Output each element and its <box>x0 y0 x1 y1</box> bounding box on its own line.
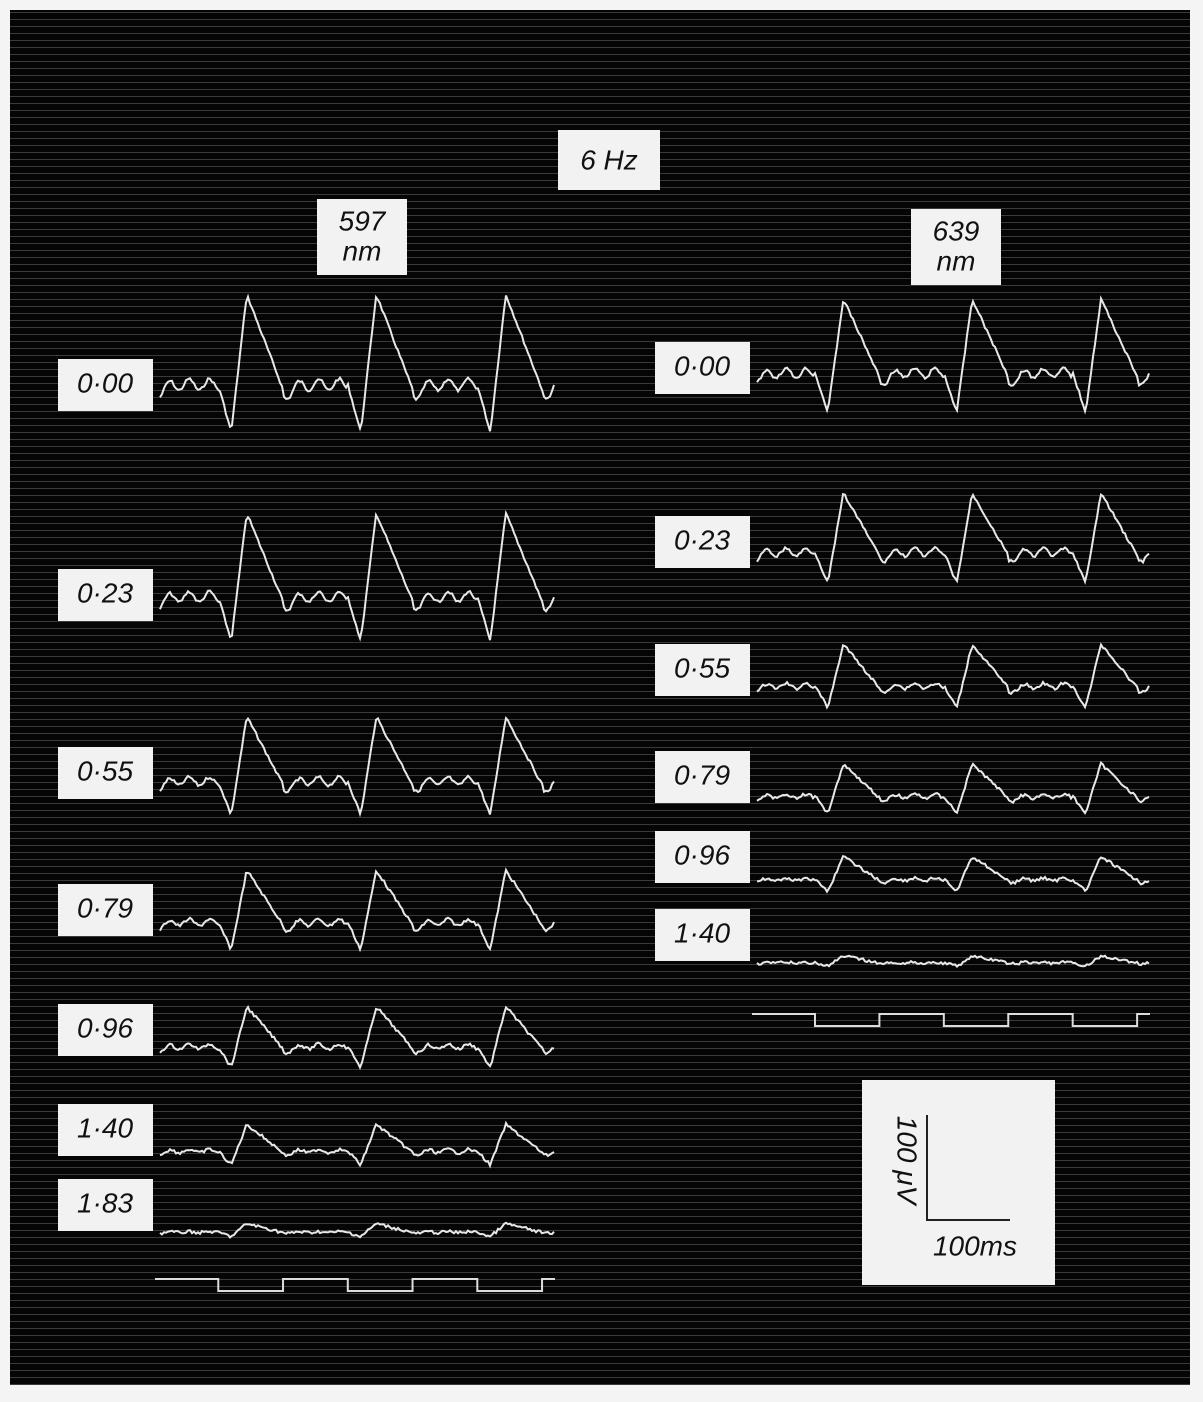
trace <box>756 760 1150 815</box>
trace <box>159 867 555 953</box>
row-label-box <box>58 1004 153 1056</box>
wavelength-box <box>317 199 407 275</box>
trace <box>756 492 1150 585</box>
trace <box>159 716 555 818</box>
trace <box>756 954 1150 969</box>
row-label: 1·40 <box>674 917 730 948</box>
stimulus-marker <box>752 1013 1150 1027</box>
row-label: 1·83 <box>77 1187 133 1218</box>
row-label-box <box>655 516 750 568</box>
trace <box>159 1120 555 1169</box>
scale-bar: 100 μV 100ms <box>862 1080 1055 1285</box>
wavelength-unit: nm <box>343 235 382 266</box>
row-label-box <box>58 1104 153 1156</box>
trace <box>159 1221 555 1239</box>
trace <box>159 293 555 432</box>
scale-horizontal-label: 100ms <box>933 1230 1017 1261</box>
wavelength-unit: nm <box>937 245 976 276</box>
row-label-box <box>655 831 750 883</box>
trace <box>159 509 555 642</box>
row-label: 0·55 <box>674 652 730 683</box>
scale-vertical-label: 100 μV <box>892 1116 923 1207</box>
wavelength: 597 <box>339 205 387 236</box>
row-label-box <box>58 884 153 936</box>
title: 6 Hz <box>580 144 638 175</box>
wavelength: 639 <box>933 215 980 246</box>
row-label: 0·55 <box>77 755 133 786</box>
row-label: 0·00 <box>77 367 133 398</box>
row-label-box <box>58 1179 153 1231</box>
row-label: 0·96 <box>674 839 730 870</box>
scale-box <box>862 1080 1055 1285</box>
row-label-box <box>58 569 153 621</box>
row-label: 0·00 <box>674 350 730 381</box>
trace <box>756 642 1150 710</box>
row-label: 0·79 <box>674 759 730 790</box>
row-label: 0·23 <box>674 524 730 555</box>
row-label: 1·40 <box>77 1112 133 1143</box>
trace <box>159 1005 555 1070</box>
row-label-box <box>58 359 153 411</box>
scale-lines <box>926 1115 1010 1221</box>
trace <box>756 295 1150 415</box>
stimulus-marker <box>155 1278 555 1292</box>
row-label-box <box>655 342 750 394</box>
row-label: 0·79 <box>77 892 133 923</box>
title-box <box>558 130 660 190</box>
row-label: 0·23 <box>77 577 133 608</box>
row-label-box <box>655 909 750 961</box>
row-label-box <box>655 751 750 803</box>
trace <box>756 855 1150 894</box>
row-label-box <box>58 747 153 799</box>
wavelength-box <box>911 209 1001 285</box>
row-label: 0·96 <box>77 1012 133 1043</box>
row-label-box <box>655 644 750 696</box>
